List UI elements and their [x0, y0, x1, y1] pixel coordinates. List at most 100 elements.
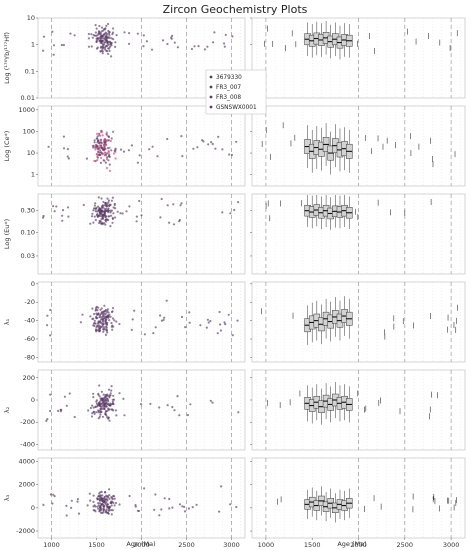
data-point — [178, 414, 181, 417]
data-point — [156, 155, 159, 158]
data-point — [105, 40, 108, 43]
data-point — [101, 204, 105, 207]
data-point — [130, 144, 133, 147]
data-point — [231, 35, 234, 38]
data-point — [60, 43, 64, 47]
data-point — [106, 42, 109, 45]
data-point — [133, 309, 136, 312]
data-point — [95, 144, 98, 147]
x-axis-label-right: Age (Ma) — [337, 540, 366, 548]
data-point — [180, 135, 183, 138]
data-point — [173, 409, 176, 412]
data-point — [105, 207, 108, 210]
data-point — [168, 507, 171, 510]
data-point — [113, 149, 116, 152]
data-point — [67, 157, 70, 160]
data-point — [73, 34, 76, 37]
data-point — [105, 44, 108, 48]
data-point — [173, 41, 176, 44]
data-point — [111, 217, 114, 221]
data-point — [108, 419, 111, 422]
data-point — [105, 166, 108, 170]
data-point — [109, 392, 112, 395]
data-point — [94, 505, 97, 508]
x-tick-label: 2500 — [397, 541, 414, 549]
data-point — [104, 41, 107, 44]
data-point — [192, 147, 195, 150]
data-point — [112, 325, 115, 328]
data-point — [214, 147, 217, 150]
data-point — [103, 32, 106, 36]
x-tick-label: 2000 — [133, 541, 150, 549]
data-point — [94, 24, 97, 27]
data-point — [108, 204, 111, 207]
data-point — [61, 214, 64, 217]
data-point — [99, 149, 102, 152]
y-tick-label: 10 — [27, 14, 35, 22]
data-point — [97, 504, 100, 507]
data-point — [123, 414, 126, 417]
data-point — [139, 403, 143, 406]
data-point — [96, 46, 99, 49]
data-point — [220, 485, 223, 488]
data-point — [101, 399, 104, 402]
data-point — [153, 508, 156, 511]
data-point — [92, 221, 95, 224]
data-point — [87, 37, 90, 40]
data-point — [158, 406, 161, 409]
data-point — [235, 505, 238, 509]
data-point — [93, 139, 96, 142]
data-point — [109, 315, 112, 318]
data-point — [197, 45, 200, 48]
data-point — [62, 43, 65, 47]
data-point — [107, 139, 111, 142]
data-point — [111, 509, 114, 512]
data-point — [73, 415, 76, 419]
data-point — [61, 209, 65, 212]
y-tick-label: 0.30 — [21, 207, 35, 215]
data-point — [104, 151, 107, 154]
data-point — [91, 212, 94, 215]
data-point — [140, 214, 143, 217]
data-point — [65, 404, 68, 407]
data-point — [101, 404, 105, 407]
y-axis-label: λ₂ — [3, 406, 11, 413]
data-point — [103, 407, 106, 410]
data-point — [159, 216, 162, 219]
data-point — [230, 153, 233, 157]
data-point — [102, 314, 106, 318]
data-point — [101, 52, 104, 55]
data-point — [89, 222, 92, 225]
data-point — [42, 214, 45, 218]
y-tick-label: 0 — [31, 280, 35, 288]
data-point — [118, 392, 121, 395]
data-point — [105, 32, 108, 35]
data-point — [101, 217, 105, 220]
data-point — [103, 304, 106, 307]
data-point — [111, 196, 114, 199]
legend: 3679330 FR3_007 FR3_008 GSNSWX0001 — [205, 69, 267, 115]
data-point — [166, 204, 169, 207]
data-point — [107, 209, 110, 212]
data-point — [99, 37, 102, 40]
data-point — [181, 505, 184, 508]
data-point — [183, 510, 187, 513]
data-point — [110, 44, 113, 47]
data-point — [108, 169, 111, 172]
data-point — [223, 42, 226, 45]
data-point — [110, 385, 113, 388]
data-point — [106, 157, 109, 161]
data-point — [123, 31, 126, 34]
y-tick-label: 1 — [31, 171, 35, 179]
data-point — [183, 505, 186, 508]
data-point — [52, 205, 55, 208]
data-point — [90, 45, 93, 48]
data-point — [96, 148, 100, 151]
data-point — [110, 403, 113, 406]
data-point — [191, 506, 194, 509]
legend-entry: FR3_007 — [216, 85, 241, 91]
data-point — [94, 210, 97, 213]
data-point — [102, 159, 105, 162]
data-point — [53, 495, 56, 498]
data-point — [105, 131, 108, 134]
